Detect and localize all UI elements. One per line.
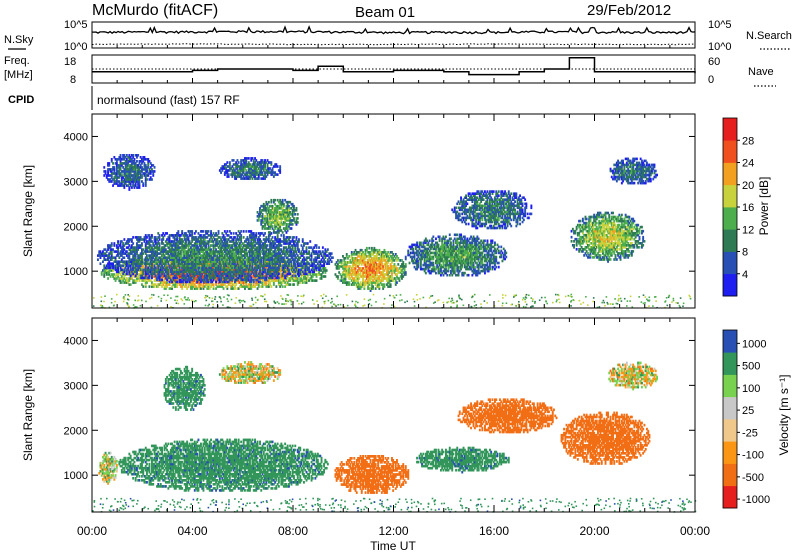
xtick-label: 04:00 — [177, 524, 207, 538]
xtick-label: 12:00 — [378, 524, 408, 538]
ytick-label: 4000 — [64, 335, 88, 347]
ytick-label: 2000 — [64, 425, 88, 437]
ytick-label: 3000 — [64, 380, 88, 392]
freq-unit-label: [MHz] — [4, 69, 33, 81]
velocity-echo-region-4 — [560, 411, 651, 465]
xtick-label: 00:00 — [77, 524, 107, 538]
noise-panel: N.Sky 10^5 10^0 10^5 10^0 N.Search — [4, 19, 792, 53]
colorbar-tick-label: 8 — [742, 247, 748, 259]
nsky-series — [92, 25, 696, 35]
power-echo-region-9 — [256, 198, 299, 234]
date-title: 29/Feb/2012 — [587, 2, 671, 19]
colorbar-segment — [723, 118, 737, 141]
colorbar-segment — [723, 207, 737, 230]
nsearch-label: N.Search — [746, 30, 792, 42]
velocity-echo-region-6 — [608, 361, 658, 391]
xtick-label: 16:00 — [479, 524, 509, 538]
colorbar-tick-label: 500 — [742, 361, 760, 373]
colorbar-tick-label: 12 — [742, 224, 754, 236]
velocity-echo-region-0 — [118, 438, 329, 492]
power-echo-region-1 — [97, 230, 334, 284]
colorbar-segment — [723, 330, 737, 353]
freq-series — [92, 57, 696, 76]
time-axis-label: Time UT — [370, 539, 416, 553]
colorbar-tick-label: -25 — [742, 427, 758, 439]
colorbar-segment — [723, 140, 737, 163]
colorbar-segment — [723, 419, 737, 442]
velocity-ylabel: Slant Range [km] — [21, 369, 35, 461]
colorbar-segment — [723, 184, 737, 208]
xtick-label: 08:00 — [278, 524, 308, 538]
cpid-label: CPID — [8, 94, 34, 106]
colorbar-tick-label: 16 — [742, 202, 754, 214]
station-title: McMurdo (fitACF) — [92, 2, 218, 19]
colorbar-tick-label: 25 — [742, 405, 754, 417]
velocity-echo-region-7 — [163, 365, 206, 411]
ytick-label: 4000 — [64, 131, 88, 143]
power-heatmap — [92, 154, 692, 309]
freq-label: Freq. — [4, 55, 30, 67]
colorbar-tick-label: 20 — [742, 180, 754, 192]
velocity-echo-region-1 — [334, 455, 410, 494]
power-echo-region-7 — [609, 157, 658, 185]
xtick-label: 20:00 — [579, 524, 609, 538]
noise-tick-right-bottom: 10^0 — [708, 41, 732, 53]
nsky-label: N.Sky — [4, 34, 34, 46]
power-echo-region-2 — [334, 246, 407, 292]
freq-tick-top: 18 — [64, 56, 76, 68]
frequency-panel: Freq. [MHz] 18 8 60 0 Nave — [4, 54, 776, 87]
colorbar-segment — [723, 374, 737, 398]
velocity-heatmap — [92, 361, 697, 513]
ytick-label: 2000 — [64, 221, 88, 233]
colorbar-segment — [723, 273, 737, 297]
power-echo-region-6 — [218, 157, 282, 180]
colorbar-tick-label: -1000 — [742, 494, 770, 506]
colorbar-segment — [723, 352, 737, 375]
colorbar-segment — [723, 251, 737, 275]
power-echo-region-5 — [570, 211, 646, 263]
colorbar-tick-label: -100 — [742, 450, 764, 462]
colorbar-segment — [723, 441, 737, 464]
power-near-range-speckle — [92, 293, 692, 309]
velocity-echo-region-5 — [218, 361, 282, 384]
xtick-label: 00:00 — [680, 524, 710, 538]
power-colorbar: 4 8 12 16 20 24 28 — [722, 117, 754, 297]
beam-title: Beam 01 — [355, 4, 415, 21]
cpid-program: normalsound (fast) 157 RF — [97, 93, 240, 107]
colorbar-segment — [723, 229, 737, 252]
colorbar-segment — [723, 463, 737, 487]
velocity-scale-label: Velocity [m s⁻¹] — [777, 374, 791, 455]
nave-label: Nave — [748, 66, 774, 78]
nave-tick-bottom: 0 — [708, 74, 714, 86]
velocity-echo-region-2 — [416, 446, 510, 474]
colorbar-tick-label: 100 — [742, 383, 760, 395]
colorbar-tick-label: 28 — [742, 135, 754, 147]
nave-tick-top: 60 — [708, 56, 720, 68]
velocity-echo-region-8 — [98, 451, 118, 485]
colorbar-tick-label: 1000 — [742, 338, 766, 350]
ytick-label: 1000 — [64, 470, 88, 482]
velocity-colorbar: 1000 500 100 25 -25 -100 -500 -1000 — [722, 329, 770, 509]
colorbar-segment — [723, 162, 737, 186]
colorbar-tick-label: 4 — [742, 269, 748, 281]
power-panel: 1000 2000 3000 4000 Slant Range [km] — [21, 113, 696, 309]
power-ylabel: Slant Range [km] — [21, 165, 35, 257]
power-scale-label: Power [dB] — [757, 177, 771, 236]
power-echo-region-8 — [103, 154, 156, 191]
freq-tick-bottom: 8 — [70, 74, 76, 86]
ytick-label: 1000 — [64, 266, 88, 278]
velocity-echo-region-3 — [457, 398, 558, 434]
colorbar-tick-label: 24 — [742, 158, 754, 170]
colorbar-segment — [723, 485, 737, 509]
noise-tick-right-top: 10^5 — [708, 19, 732, 31]
noise-tick-left-top: 10^5 — [64, 19, 88, 31]
colorbar-segment — [723, 396, 737, 420]
velocity-panel: 1000 2000 3000 4000 Slant Range [km] — [21, 317, 697, 513]
ytick-label: 3000 — [64, 176, 88, 188]
power-echo-region-4 — [451, 190, 533, 230]
power-echo-region-3 — [404, 233, 508, 277]
noise-tick-left-bottom: 10^0 — [64, 41, 88, 53]
colorbar-tick-label: -500 — [742, 472, 764, 484]
